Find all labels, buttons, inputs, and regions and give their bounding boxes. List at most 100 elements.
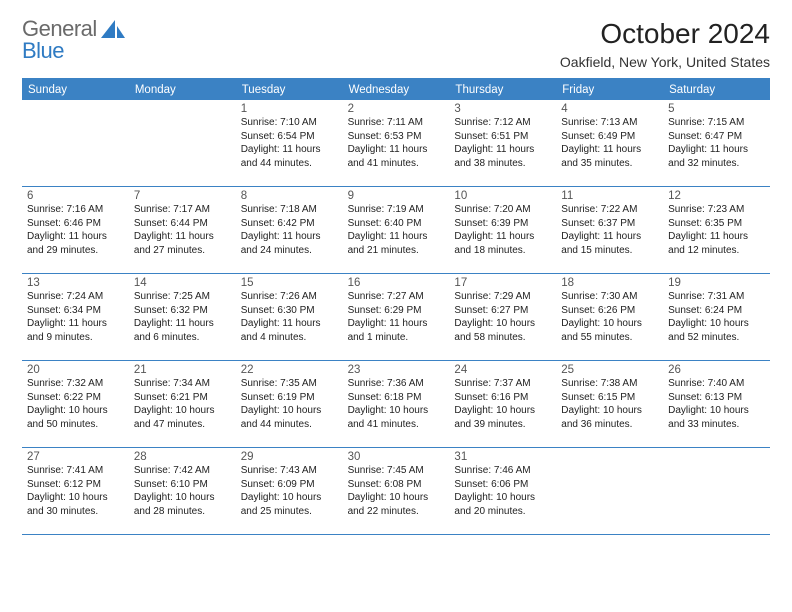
weekday-header: Sunday Monday Tuesday Wednesday Thursday… [22,80,770,100]
day-cell: 17Sunrise: 7:29 AMSunset: 6:27 PMDayligh… [449,274,556,360]
day-cell: 18Sunrise: 7:30 AMSunset: 6:26 PMDayligh… [556,274,663,360]
daylight-text: Daylight: 10 hours and 28 minutes. [134,491,231,518]
sunrise-text: Sunrise: 7:38 AM [561,377,658,391]
day-cell: 20Sunrise: 7:32 AMSunset: 6:22 PMDayligh… [22,361,129,447]
day-cell: 24Sunrise: 7:37 AMSunset: 6:16 PMDayligh… [449,361,556,447]
daylight-text: Daylight: 11 hours and 6 minutes. [134,317,231,344]
day-cell: 26Sunrise: 7:40 AMSunset: 6:13 PMDayligh… [663,361,770,447]
sunset-text: Sunset: 6:16 PM [454,391,551,405]
day-number: 4 [561,103,658,115]
day-cell: 21Sunrise: 7:34 AMSunset: 6:21 PMDayligh… [129,361,236,447]
day-cell: 7Sunrise: 7:17 AMSunset: 6:44 PMDaylight… [129,187,236,273]
header: General Blue October 2024 Oakfield, New … [22,18,770,70]
sunrise-text: Sunrise: 7:16 AM [27,203,124,217]
sail-icon [101,20,127,47]
daylight-text: Daylight: 11 hours and 4 minutes. [241,317,338,344]
week-row: 1Sunrise: 7:10 AMSunset: 6:54 PMDaylight… [22,100,770,187]
day-number: 3 [454,103,551,115]
sunset-text: Sunset: 6:47 PM [668,130,765,144]
weekday-label: Monday [129,80,236,100]
sunrise-text: Sunrise: 7:15 AM [668,116,765,130]
sunset-text: Sunset: 6:42 PM [241,217,338,231]
sunrise-text: Sunrise: 7:29 AM [454,290,551,304]
day-cell: 29Sunrise: 7:43 AMSunset: 6:09 PMDayligh… [236,448,343,534]
title-block: October 2024 Oakfield, New York, United … [560,18,770,70]
weekday-label: Friday [556,80,663,100]
daylight-text: Daylight: 11 hours and 35 minutes. [561,143,658,170]
sunrise-text: Sunrise: 7:20 AM [454,203,551,217]
weekday-label: Wednesday [343,80,450,100]
sunrise-text: Sunrise: 7:35 AM [241,377,338,391]
week-row: 13Sunrise: 7:24 AMSunset: 6:34 PMDayligh… [22,274,770,361]
weekday-label: Tuesday [236,80,343,100]
daylight-text: Daylight: 11 hours and 9 minutes. [27,317,124,344]
day-cell: 4Sunrise: 7:13 AMSunset: 6:49 PMDaylight… [556,100,663,186]
sunset-text: Sunset: 6:44 PM [134,217,231,231]
day-number: 23 [348,364,445,376]
sunset-text: Sunset: 6:49 PM [561,130,658,144]
sunset-text: Sunset: 6:34 PM [27,304,124,318]
daylight-text: Daylight: 10 hours and 20 minutes. [454,491,551,518]
sunrise-text: Sunrise: 7:25 AM [134,290,231,304]
sunrise-text: Sunrise: 7:40 AM [668,377,765,391]
day-number: 9 [348,190,445,202]
sunset-text: Sunset: 6:26 PM [561,304,658,318]
daylight-text: Daylight: 10 hours and 50 minutes. [27,404,124,431]
daylight-text: Daylight: 10 hours and 22 minutes. [348,491,445,518]
day-cell: 16Sunrise: 7:27 AMSunset: 6:29 PMDayligh… [343,274,450,360]
daylight-text: Daylight: 10 hours and 47 minutes. [134,404,231,431]
daylight-text: Daylight: 10 hours and 52 minutes. [668,317,765,344]
daylight-text: Daylight: 10 hours and 30 minutes. [27,491,124,518]
sunrise-text: Sunrise: 7:37 AM [454,377,551,391]
day-cell: 13Sunrise: 7:24 AMSunset: 6:34 PMDayligh… [22,274,129,360]
sunset-text: Sunset: 6:32 PM [134,304,231,318]
brand-word2: Blue [22,38,64,63]
sunrise-text: Sunrise: 7:27 AM [348,290,445,304]
daylight-text: Daylight: 11 hours and 15 minutes. [561,230,658,257]
sunset-text: Sunset: 6:54 PM [241,130,338,144]
weeks-container: 1Sunrise: 7:10 AMSunset: 6:54 PMDaylight… [22,100,770,535]
daylight-text: Daylight: 10 hours and 39 minutes. [454,404,551,431]
sunrise-text: Sunrise: 7:46 AM [454,464,551,478]
day-number: 27 [27,451,124,463]
daylight-text: Daylight: 10 hours and 55 minutes. [561,317,658,344]
sunset-text: Sunset: 6:51 PM [454,130,551,144]
daylight-text: Daylight: 10 hours and 58 minutes. [454,317,551,344]
day-cell: 5Sunrise: 7:15 AMSunset: 6:47 PMDaylight… [663,100,770,186]
week-row: 27Sunrise: 7:41 AMSunset: 6:12 PMDayligh… [22,448,770,535]
daylight-text: Daylight: 10 hours and 41 minutes. [348,404,445,431]
sunset-text: Sunset: 6:37 PM [561,217,658,231]
sunrise-text: Sunrise: 7:23 AM [668,203,765,217]
sunset-text: Sunset: 6:39 PM [454,217,551,231]
sunset-text: Sunset: 6:40 PM [348,217,445,231]
sunrise-text: Sunrise: 7:19 AM [348,203,445,217]
sunrise-text: Sunrise: 7:12 AM [454,116,551,130]
day-number: 20 [27,364,124,376]
sunset-text: Sunset: 6:12 PM [27,478,124,492]
day-number: 11 [561,190,658,202]
sunrise-text: Sunrise: 7:34 AM [134,377,231,391]
day-number: 29 [241,451,338,463]
day-cell: 22Sunrise: 7:35 AMSunset: 6:19 PMDayligh… [236,361,343,447]
weekday-label: Thursday [449,80,556,100]
day-number: 24 [454,364,551,376]
day-number: 2 [348,103,445,115]
day-cell: 31Sunrise: 7:46 AMSunset: 6:06 PMDayligh… [449,448,556,534]
sunset-text: Sunset: 6:22 PM [27,391,124,405]
day-cell: 23Sunrise: 7:36 AMSunset: 6:18 PMDayligh… [343,361,450,447]
daylight-text: Daylight: 11 hours and 24 minutes. [241,230,338,257]
brand-logo: General Blue [22,18,127,62]
day-number: 10 [454,190,551,202]
sunset-text: Sunset: 6:18 PM [348,391,445,405]
brand-text: General Blue [22,18,97,62]
day-number: 26 [668,364,765,376]
day-number: 14 [134,277,231,289]
week-row: 6Sunrise: 7:16 AMSunset: 6:46 PMDaylight… [22,187,770,274]
sunrise-text: Sunrise: 7:17 AM [134,203,231,217]
day-cell: 15Sunrise: 7:26 AMSunset: 6:30 PMDayligh… [236,274,343,360]
daylight-text: Daylight: 11 hours and 1 minute. [348,317,445,344]
day-number: 13 [27,277,124,289]
day-number: 8 [241,190,338,202]
sunrise-text: Sunrise: 7:45 AM [348,464,445,478]
calendar: Sunday Monday Tuesday Wednesday Thursday… [22,78,770,535]
